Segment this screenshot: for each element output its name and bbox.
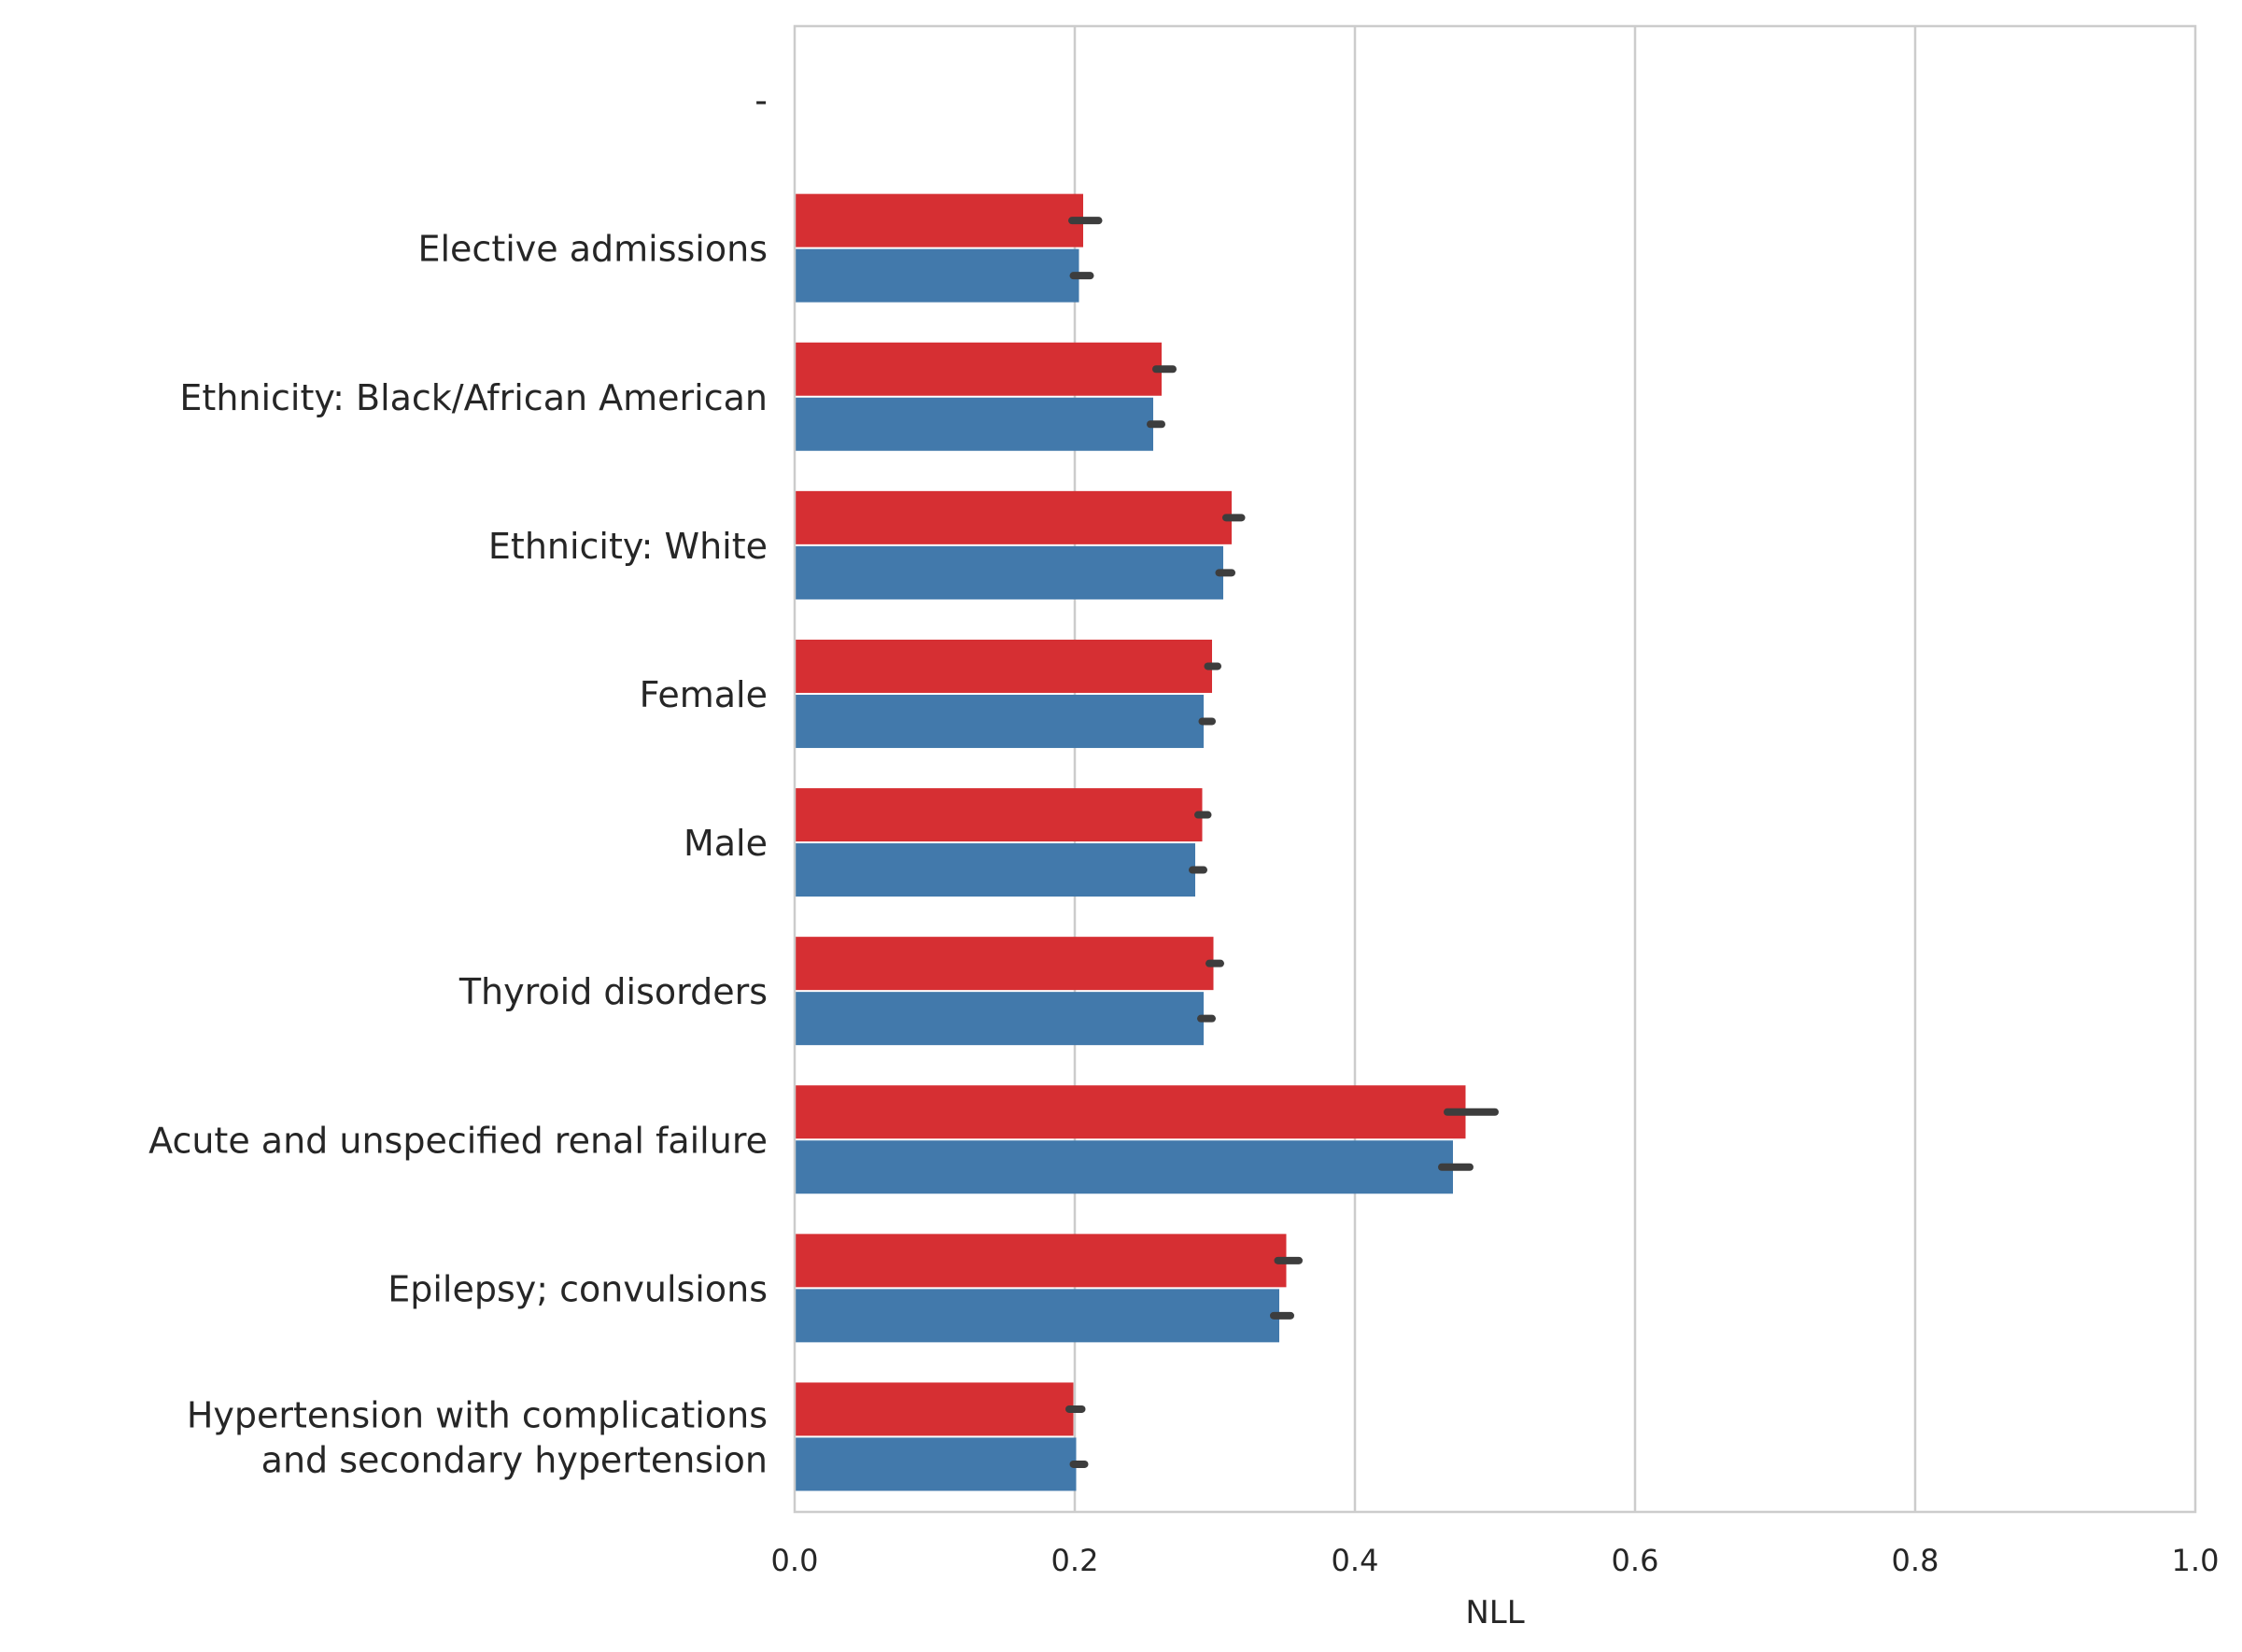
x-tick-label: 0.8 [1892,1543,1939,1578]
bar [795,1437,1077,1491]
x-tick-labels: 0.0 0.2 0.4 0.6 0.8 1.0 [771,1543,2220,1578]
bar [795,1234,1287,1288]
bars [795,193,1466,1491]
x-axis-title: NLL [1465,1594,1524,1631]
y-category-label: Ethnicity: Black/African American [179,377,768,418]
y-category-labels: - Elective admissions Ethnicity: Black/Afr… [148,80,768,1481]
y-category-label: Female [640,674,768,715]
y-category-label: Elective admissions [417,229,768,270]
bar [795,1140,1453,1194]
bar [795,193,1083,247]
bar [795,937,1214,991]
y-category-label: Epilepsy; convulsions [388,1268,768,1309]
y-category-label: Male [684,823,768,864]
y-category-label: Acute and unspecified renal failure [148,1120,768,1161]
plot-frame [793,24,2197,1514]
bar [795,342,1162,396]
x-tick-label: 0.2 [1051,1543,1099,1578]
y-category-label: Ethnicity: White [488,526,768,567]
bar [795,694,1204,748]
bar [795,639,1212,693]
bar [795,1085,1466,1139]
x-tick-label: 1.0 [2172,1543,2220,1578]
x-tick-label: 0.4 [1332,1543,1379,1578]
y-category-label: Hypertension with complications and secon… [187,1394,768,1480]
y-category-label: Thyroid disorders [458,971,768,1012]
x-tick-label: 0.0 [771,1543,819,1578]
error-bars [1065,217,1499,1468]
y-category-label: - [754,80,768,121]
bar [795,248,1079,303]
bar [795,788,1203,842]
bar [795,397,1153,451]
bar [795,843,1195,897]
bar [795,545,1223,600]
bar [795,1382,1074,1436]
x-tick-label: 0.6 [1612,1543,1659,1578]
bar [795,992,1204,1046]
bar [795,1289,1279,1343]
bar [795,490,1232,544]
